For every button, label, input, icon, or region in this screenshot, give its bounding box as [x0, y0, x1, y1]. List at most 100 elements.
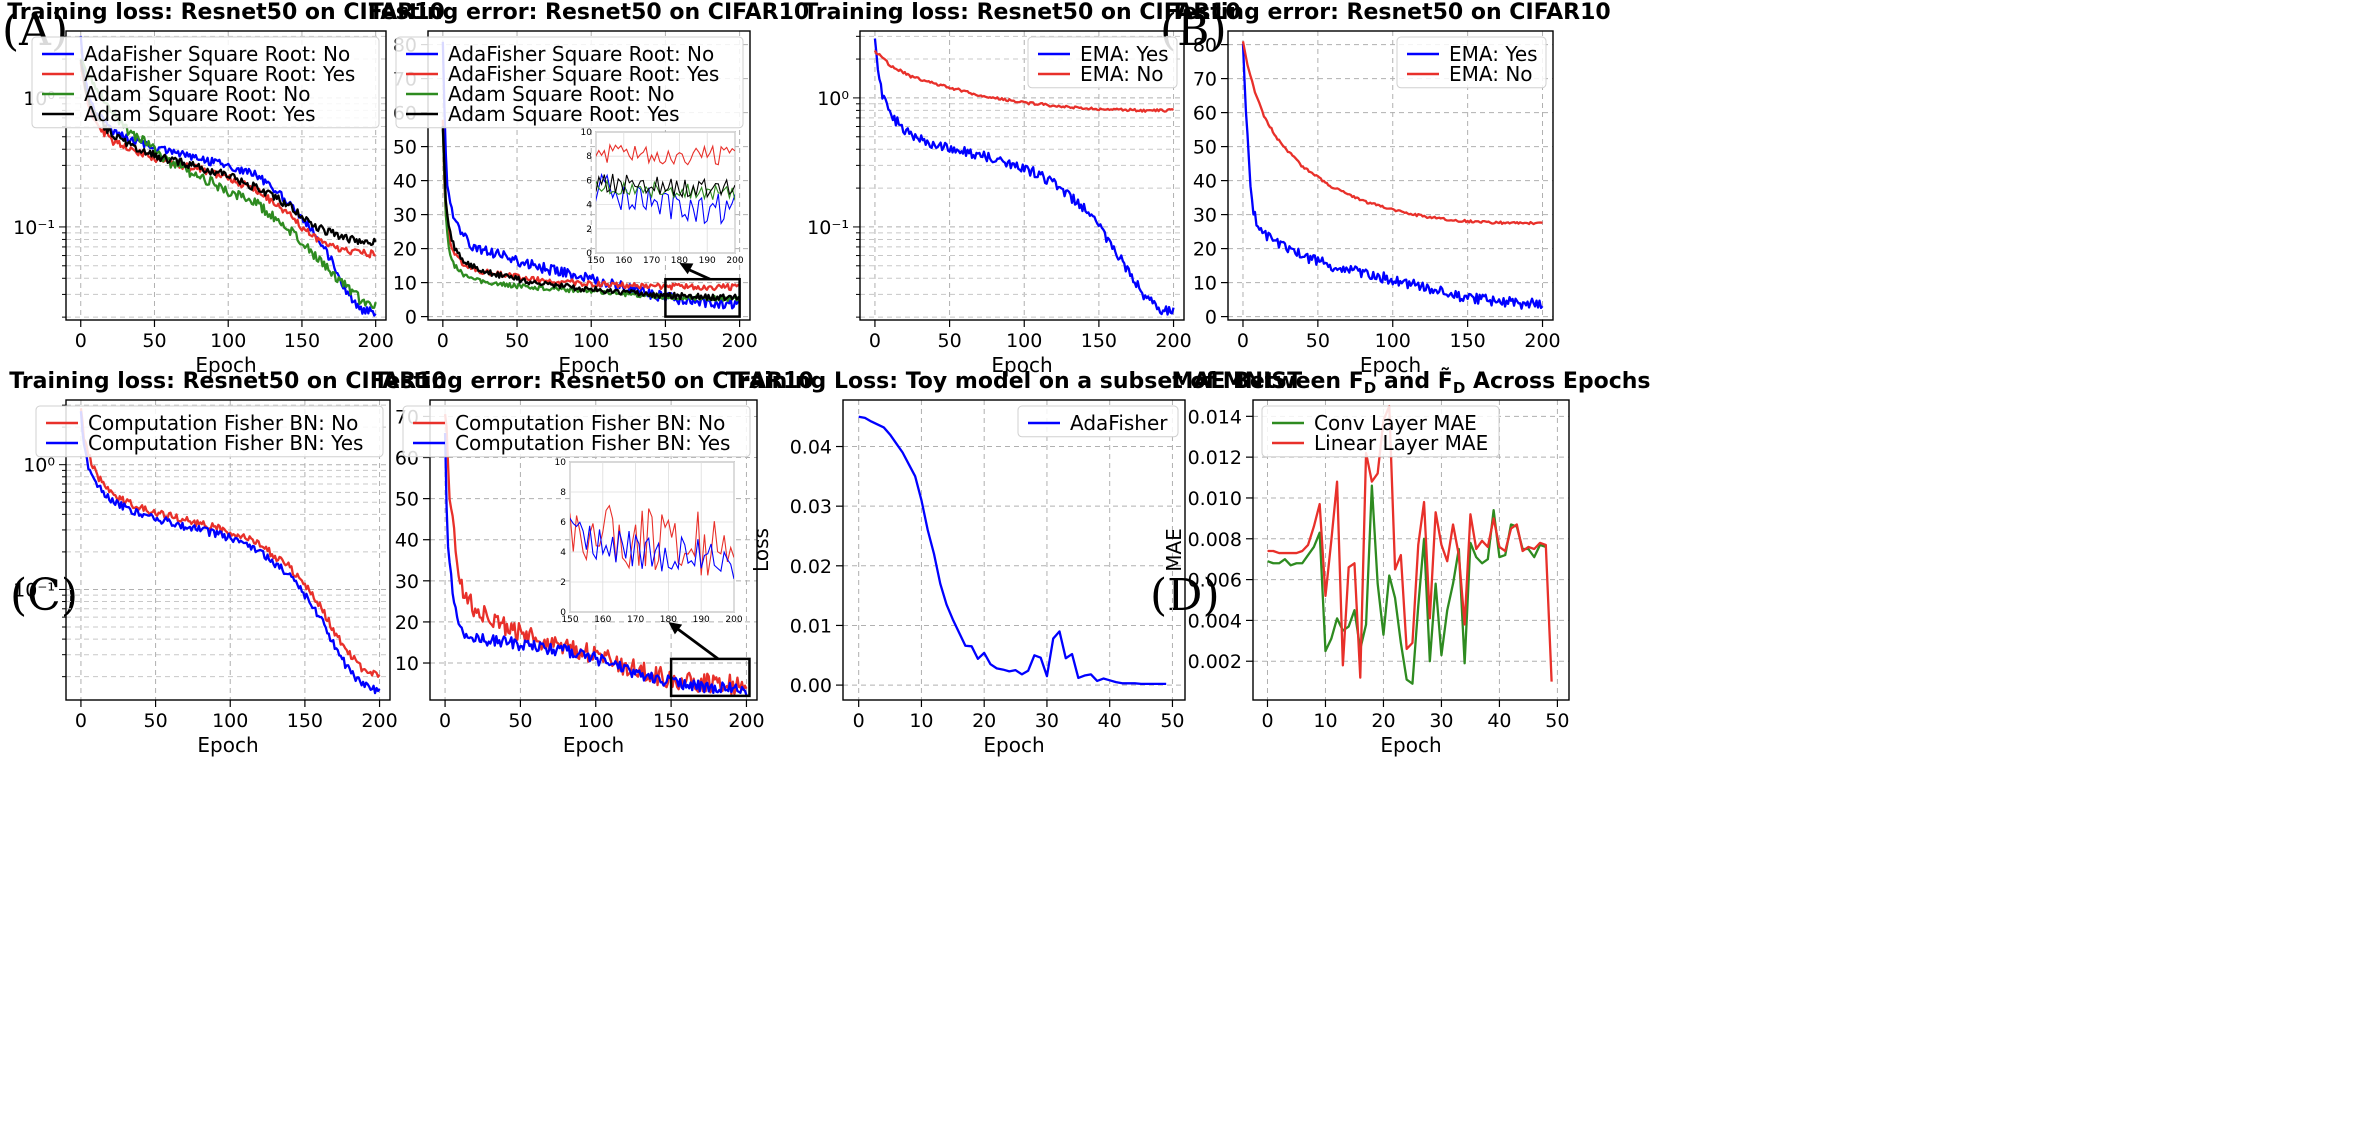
plot-frame — [429, 399, 758, 701]
title-subscript: D — [1364, 379, 1376, 397]
legend-entry: Computation Fisher BN: No — [88, 411, 358, 435]
x-tick-label: 0 — [75, 710, 87, 732]
y-tick-label: 0.014 — [1188, 406, 1242, 428]
zoom-box — [669, 657, 751, 698]
y-tick-label: 20 — [393, 239, 417, 261]
x-tick-label: 0 — [437, 330, 449, 352]
x-tick-label: 50 — [1160, 710, 1184, 732]
y-tick-label: 0.03 — [790, 496, 832, 518]
x-tick-label: 30 — [1035, 710, 1059, 732]
chart-title: Training loss: Resnet50 on CIFAR10 — [9, 369, 447, 394]
legend-entry: Computation Fisher BN: Yes — [455, 431, 730, 455]
series-line-ema-yes — [1241, 43, 1544, 310]
x-tick-label: 0 — [869, 330, 881, 352]
inset-y-tick-label: 0 — [586, 249, 592, 259]
x-tick-label: 0 — [1261, 710, 1273, 732]
series-line-adam-square-root-yes — [441, 125, 741, 302]
inset-y-tick-label: 8 — [586, 152, 592, 162]
series-line-linear-layer-mae — [1267, 404, 1553, 682]
x-tick-label: 20 — [972, 710, 996, 732]
x-axis-label: Epoch — [983, 733, 1044, 757]
legend-entry: Linear Layer MAE — [1314, 431, 1488, 455]
series-line-adam-square-root-no — [441, 129, 741, 303]
x-tick-label: 50 — [505, 330, 529, 352]
x-tick-label: 0 — [853, 710, 865, 732]
x-axis-label: Epoch — [991, 353, 1052, 377]
series-line-adam-square-root-yes — [79, 59, 377, 247]
plot-frame — [65, 30, 387, 321]
x-axis-label: Epoch — [558, 353, 619, 377]
plot-frame — [859, 30, 1185, 321]
inset-y-tick-label: 6 — [560, 518, 566, 528]
x-tick-label: 0 — [439, 710, 451, 732]
series-line-conv-layer-mae — [1267, 484, 1547, 685]
legend-entry: AdaFisher Square Root: No — [448, 42, 714, 66]
y-tick-label: 30 — [395, 571, 419, 593]
x-tick-label: 200 — [1524, 330, 1560, 352]
y-tick-label: 10 — [393, 273, 417, 295]
x-tick-label: 100 — [210, 330, 246, 352]
y-tick-label: 0 — [405, 307, 417, 329]
legend-entry: Adam Square Root: Yes — [448, 102, 680, 126]
plot-frame — [1252, 399, 1570, 701]
x-axis-label: Epoch — [197, 733, 258, 757]
x-axis-label: Epoch — [1360, 353, 1421, 377]
inset-y-tick-label: 8 — [560, 488, 566, 498]
x-tick-label: 50 — [1306, 330, 1330, 352]
legend-entry: Conv Layer MAE — [1314, 411, 1477, 435]
chart-title: MAE Between FD and F̃D Across Epochs — [1171, 368, 1650, 397]
inset-x-tick-label: 150 — [587, 256, 604, 266]
y-axis-label: MAE — [1162, 528, 1186, 572]
inset-y-tick-label: 4 — [586, 201, 592, 211]
y-tick-label: 10⁰ — [23, 455, 55, 477]
x-tick-label: 100 — [212, 710, 248, 732]
y-tick-label: 10⁻¹ — [13, 217, 55, 239]
inset-x-tick-label: 200 — [726, 256, 743, 266]
zoom-arrow — [675, 626, 719, 661]
legend-box — [395, 36, 744, 129]
x-tick-label: 200 — [721, 330, 757, 352]
chart-title: Testing error: Resnet50 on CIFAR10 — [1170, 0, 1610, 25]
legend-entry: EMA: Yes — [1080, 42, 1169, 66]
y-axis-label: Loss — [749, 528, 773, 572]
inset-series-line — [596, 143, 735, 166]
inset-y-tick-label: 2 — [586, 225, 592, 235]
chart-title: Testing error: Resnet50 on CIFAR10 — [373, 369, 813, 394]
chart-d1: 0 10 20 30 40 50 0.00 0.01 0.02 0.03 0.04 Training … — [726, 369, 1302, 757]
legend-entry: EMA: No — [1080, 62, 1164, 86]
series-line-ema-no — [873, 49, 1174, 113]
x-tick-label: 50 — [1545, 710, 1569, 732]
series-line-ema-yes — [873, 38, 1175, 316]
x-tick-label: 50 — [937, 330, 961, 352]
legend-entry: AdaFisher Square Root: Yes — [448, 62, 719, 86]
chart-title: Training loss: Resnet50 on CIFAR10 — [803, 0, 1241, 25]
x-tick-label: 150 — [1081, 330, 1117, 352]
zoom-arrow-head — [679, 263, 694, 275]
legend-entry: AdaFisher — [1070, 411, 1168, 435]
inset-zoom: 150 160 170 180 190 200 0 2 4 6 8 10 — [581, 128, 744, 318]
inset-x-tick-label: 170 — [627, 615, 644, 625]
x-tick-label: 200 — [358, 330, 394, 352]
y-tick-label: 30 — [393, 205, 417, 227]
x-tick-label: 150 — [1449, 330, 1485, 352]
inset-series-line — [570, 517, 734, 580]
inset-y-tick-label: 6 — [586, 176, 592, 186]
inset-y-tick-label: 0 — [560, 608, 566, 618]
x-tick-label: 150 — [287, 710, 323, 732]
chart-b2: 0 50 100 150 200 0 10 20 30 40 50 60 70 80 Testing err… — [1170, 0, 1610, 377]
legend-entry: Adam Square Root: Yes — [84, 102, 316, 126]
series-line-adafisher-square-root-no — [441, 41, 741, 310]
y-tick-label: 50 — [395, 489, 419, 511]
y-tick-label: 0 — [1205, 307, 1217, 329]
x-tick-label: 0 — [75, 330, 87, 352]
inset-y-tick-label: 10 — [555, 458, 567, 468]
inset-x-tick-label: 190 — [693, 615, 710, 625]
legend-entry: EMA: No — [1449, 62, 1533, 86]
